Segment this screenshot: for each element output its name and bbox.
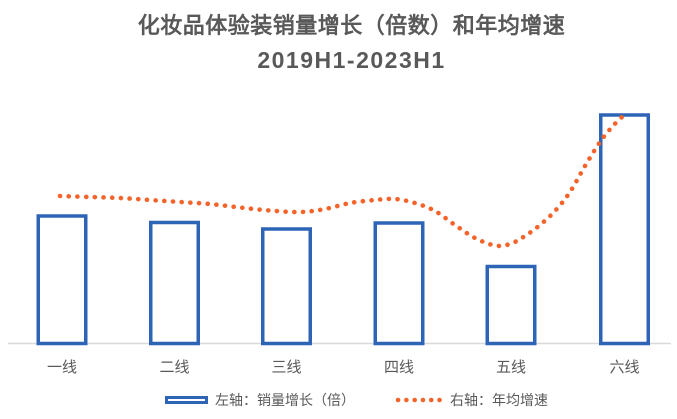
x-axis-label-一线: 一线 — [46, 359, 77, 376]
growth-rate-dotted-line — [57, 113, 626, 249]
legend-label-line: 右轴：年均增速 — [450, 392, 548, 408]
chart-title-block: 化妆品体验装销量增长（倍数）和年均增速 2019H1-2023H1 — [13, 9, 677, 77]
legend-item-line: 右轴：年均增速 — [395, 390, 548, 410]
bar-四线 — [373, 221, 425, 346]
x-axis-label-六线: 六线 — [609, 359, 640, 376]
chart-title: 化妆品体验装销量增长（倍数）和年均增速 — [137, 13, 566, 38]
bar-二线 — [149, 220, 200, 346]
bar-三线 — [261, 227, 312, 346]
chart-subtitle: 2019H1-2023H1 — [257, 47, 446, 73]
x-axis-label-五线: 五线 — [495, 359, 526, 376]
bar-一线 — [36, 214, 88, 346]
legend-item-bars: 左轴：销量增长（倍） — [165, 390, 355, 410]
bar-series-swatch-icon — [165, 396, 208, 404]
bar-五线 — [485, 264, 537, 346]
legend: 左轴：销量增长（倍） 右轴：年均增速 — [18, 390, 677, 410]
x-axis-labels: 一线 二线 三线 四线 五线 六线 — [0, 356, 677, 376]
dotted-line-swatch-icon — [395, 397, 443, 403]
x-axis-label-四线: 四线 — [383, 359, 414, 376]
legend-label-bars: 左轴：销量增长（倍） — [215, 392, 355, 408]
bar-六线 — [599, 113, 650, 346]
x-axis-label-二线: 二线 — [159, 359, 190, 376]
x-axis-label-三线: 三线 — [271, 359, 302, 376]
